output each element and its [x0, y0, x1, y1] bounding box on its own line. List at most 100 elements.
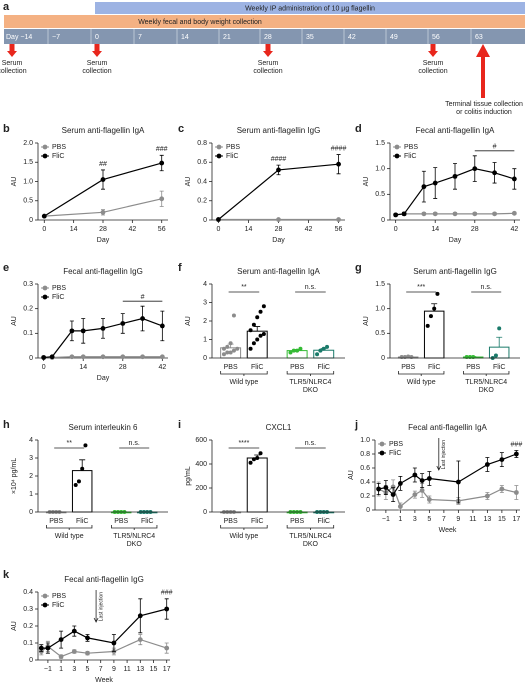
x-tick-label: 14: [431, 226, 439, 233]
individual-point: [225, 344, 230, 349]
data-point: [38, 645, 44, 651]
legend-label: PBS: [226, 144, 240, 151]
group-label: DKO: [303, 541, 319, 548]
y-axis-label: AU: [11, 177, 18, 187]
individual-point: [493, 353, 498, 358]
data-point: [511, 176, 517, 182]
data-point: [455, 479, 461, 485]
individual-point: [428, 314, 433, 319]
injection-arrow: [93, 590, 99, 623]
data-point: [111, 640, 117, 646]
data-point: [499, 457, 505, 462]
data-point: [421, 184, 427, 190]
y-tick-label: 0: [203, 509, 207, 516]
x-tick-label: FliC: [251, 518, 263, 525]
panel-letter: d: [355, 123, 362, 135]
y-tick-label: 0: [381, 217, 385, 224]
x-tick-label: 9: [456, 516, 460, 523]
individual-point: [251, 457, 256, 462]
group-bracket: [398, 371, 445, 376]
data-point: [390, 484, 396, 490]
individual-point: [231, 313, 236, 318]
comparison-label: n.s.: [305, 440, 316, 447]
individual-point: [258, 309, 263, 314]
panel-letter: j: [354, 419, 358, 431]
terminal-label: or colitis induction: [456, 109, 512, 116]
y-tick-label: 0: [203, 355, 207, 362]
individual-point: [295, 348, 300, 353]
y-tick-label: 0: [29, 657, 33, 664]
significance: ####: [331, 145, 347, 152]
day-label: 0: [95, 34, 99, 41]
y-tick-label: 4: [203, 281, 207, 288]
chart-title: Fecal anti-flagellin IgG: [64, 575, 144, 584]
group-bracket: [463, 371, 510, 376]
fecal-label: Weekly fecal and body weight collection: [138, 19, 262, 26]
individual-point: [255, 337, 260, 342]
x-tick-label: 0: [394, 226, 398, 233]
y-tick-label: 1.0: [375, 306, 385, 313]
y-tick-label: 0.3: [23, 606, 33, 613]
panel-letter: h: [3, 419, 10, 431]
y-tick-label: 2.0: [23, 140, 33, 147]
x-tick-label: FliC: [141, 518, 153, 525]
y-tick-label: 0.6: [360, 465, 370, 472]
y-axis-label: pg/mL: [185, 466, 192, 486]
data-point: [164, 606, 170, 612]
individual-point: [471, 355, 476, 360]
x-tick-label: FliC: [428, 364, 440, 371]
comparison-label: ****: [238, 440, 249, 447]
data-point: [472, 211, 478, 217]
data-point: [412, 492, 418, 497]
individual-point: [248, 328, 253, 333]
collection-label: Serum: [423, 60, 444, 67]
individual-point: [425, 323, 430, 328]
collection-label: collection: [0, 68, 27, 75]
x-tick-label: 13: [483, 516, 491, 523]
data-point: [100, 209, 106, 215]
y-tick-label: 1: [203, 336, 207, 343]
data-point: [419, 488, 425, 493]
data-point: [412, 472, 418, 478]
group-label: TLR5/NLRC4: [289, 379, 331, 386]
chart-title: Serum interleukin 6: [69, 423, 138, 432]
data-point: [100, 354, 106, 360]
y-tick-label: 0: [366, 507, 370, 514]
x-tick-label: 56: [335, 226, 343, 233]
y-axis-label: AU: [185, 177, 192, 187]
individual-point: [261, 304, 266, 309]
day-label: 63: [475, 34, 483, 41]
x-tick-label: 42: [128, 226, 136, 233]
y-tick-label: 1.0: [23, 178, 33, 185]
comparison-label: n.s.: [305, 284, 316, 291]
data-point: [336, 217, 341, 222]
group-bracket: [111, 525, 158, 530]
legend-label: PBS: [389, 441, 403, 448]
individual-point: [231, 348, 236, 353]
collection-label: collection: [82, 68, 111, 75]
y-axis-label: ×10⁴ pg/mL: [11, 458, 18, 494]
legend-label: FliC: [389, 450, 401, 457]
individual-point: [251, 322, 256, 327]
y-tick-label: 0: [203, 217, 207, 224]
x-tick-label: 28: [99, 226, 107, 233]
group-bracket: [220, 525, 268, 530]
data-point: [120, 354, 126, 360]
legend-label: FliC: [52, 153, 64, 160]
x-tick-label: 28: [119, 364, 127, 371]
series-line: [43, 317, 163, 359]
individual-point: [221, 346, 226, 351]
group-label: TLR5/NLRC4: [113, 533, 155, 540]
group-bracket: [220, 371, 268, 376]
x-tick-label: −1: [44, 666, 52, 673]
y-tick-label: 1.0: [360, 437, 370, 444]
y-tick-label: 0.5: [375, 330, 385, 337]
y-tick-label: 0.4: [197, 178, 207, 185]
data-point: [511, 210, 517, 216]
data-point: [513, 451, 519, 457]
individual-point: [225, 350, 230, 355]
data-point: [71, 649, 77, 654]
x-tick-label: 14: [70, 226, 78, 233]
series-line: [41, 608, 167, 649]
panel-letter: k: [3, 569, 10, 581]
